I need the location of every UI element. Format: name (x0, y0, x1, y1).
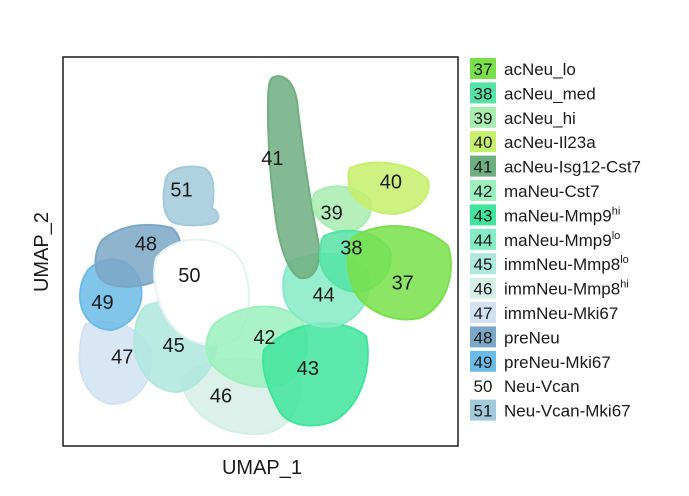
legend-label-48: preNeu (504, 328, 560, 347)
legend-item-43: 43 maNeu-Mmp9hi (470, 204, 620, 226)
cluster-label-41: 41 (261, 148, 283, 170)
legend-label-46: immNeu-Mmp8hi (504, 279, 629, 299)
legend-label-49: preNeu-Mki67 (504, 353, 611, 372)
legend-item-49: 49 preNeu-Mki67 (470, 350, 611, 372)
cluster-label-42: 42 (253, 327, 275, 349)
legend-swatch-41 (470, 155, 496, 177)
legend-swatch-47 (470, 302, 496, 323)
cluster-cloud-41 (266, 75, 321, 280)
cluster-label-51: 51 (170, 179, 192, 201)
cluster-label-39: 39 (320, 203, 342, 225)
legend-swatch-45 (470, 253, 496, 275)
legend-swatch-43 (470, 204, 496, 226)
legend-number-41: 41 (474, 158, 493, 177)
legend-label-37: acNeu_lo (504, 60, 576, 79)
legend-item-44: 44 maNeu-Mmp9lo (470, 228, 620, 250)
cluster-clouds (78, 75, 452, 436)
legend-label-43: maNeu-Mmp9hi (504, 205, 620, 225)
cluster-labels: 37 38 39 40 41 42 43 44 45 46 47 48 49 50 51 (91, 148, 413, 407)
cluster-cloud-51 (162, 165, 220, 227)
legend-number-51: 51 (474, 402, 493, 421)
legend-label-39: acNeu_hi (504, 109, 576, 128)
legend-swatch-50 (470, 375, 496, 397)
legend-swatch-49 (470, 350, 496, 372)
legend-label-42: maNeu-Cst7 (504, 182, 599, 201)
legend-label-44: maNeu-Mmp9lo (504, 230, 620, 250)
plot-frame (62, 56, 459, 447)
cluster-label-37: 37 (392, 273, 414, 295)
cluster-label-43: 43 (297, 358, 319, 380)
legend-number-40: 40 (474, 133, 493, 152)
legend-label-40: acNeu-Il23a (504, 133, 596, 152)
legend-item-45: 45 immNeu-Mmp8lo (470, 253, 629, 275)
legend-label-45: immNeu-Mmp8lo (504, 254, 629, 274)
legend-number-38: 38 (474, 84, 493, 103)
cluster-label-47: 47 (111, 347, 133, 369)
legend-swatch-48 (470, 326, 496, 348)
cluster-cloud-37 (346, 225, 452, 321)
legend-number-49: 49 (474, 353, 493, 372)
legend-label-41: acNeu-Isg12-Cst7 (504, 158, 641, 177)
legend-number-43: 43 (474, 206, 493, 225)
cluster-label-40: 40 (380, 171, 402, 193)
legend-label-38: acNeu_med (504, 84, 596, 103)
legend-number-44: 44 (474, 231, 493, 250)
y-axis-title: UMAP_2 (31, 212, 53, 292)
legend-item-37: 37 acNeu_lo (470, 58, 576, 79)
legend-item-50: 50 Neu-Vcan (470, 375, 580, 397)
legend-item-46: 46 immNeu-Mmp8hi (470, 277, 629, 299)
legend-swatch-42 (470, 180, 496, 201)
legend: 37 acNeu_lo 38 acNeu_med 39 acNeu_hi 40 acNeu-I… (470, 58, 641, 421)
legend-swatch-44 (470, 228, 496, 250)
x-axis-title: UMAP_1 (222, 457, 302, 479)
legend-swatch-37 (470, 58, 496, 79)
legend-item-41: 41 acNeu-Isg12-Cst7 (470, 155, 641, 177)
legend-swatch-38 (470, 82, 496, 104)
legend-number-46: 46 (474, 280, 493, 299)
legend-number-48: 48 (474, 328, 493, 347)
cluster-label-50: 50 (178, 265, 200, 287)
legend-swatch-39 (470, 106, 496, 128)
legend-item-40: 40 acNeu-Il23a (470, 131, 596, 153)
legend-swatch-46 (470, 277, 496, 299)
legend-swatch-51 (470, 399, 496, 421)
legend-number-37: 37 (474, 60, 493, 79)
cluster-label-46: 46 (210, 385, 232, 407)
cluster-label-45: 45 (162, 335, 184, 357)
legend-number-47: 47 (474, 304, 493, 323)
cluster-label-49: 49 (91, 292, 113, 314)
cluster-label-38: 38 (340, 238, 362, 260)
legend-number-50: 50 (474, 377, 493, 396)
plot-body: 37 38 39 40 41 42 43 44 45 46 47 48 49 50 51 (78, 75, 452, 436)
legend-label-47: immNeu-Mki67 (504, 304, 618, 323)
legend-item-38: 38 acNeu_med (470, 82, 596, 104)
legend-swatch-40 (470, 131, 496, 153)
legend-item-47: 47 immNeu-Mki67 (470, 302, 618, 323)
legend-item-42: 42 maNeu-Cst7 (470, 180, 599, 201)
legend-item-48: 48 preNeu (470, 326, 560, 348)
legend-label-50: Neu-Vcan (504, 377, 580, 396)
legend-item-39: 39 acNeu_hi (470, 106, 576, 128)
legend-number-39: 39 (474, 109, 493, 128)
cluster-label-44: 44 (313, 284, 335, 306)
cluster-cloud-40 (347, 161, 430, 216)
legend-number-45: 45 (474, 255, 493, 274)
legend-item-51: 51 Neu-Vcan-Mki67 (470, 399, 631, 421)
legend-number-42: 42 (474, 182, 493, 201)
cluster-label-48: 48 (135, 234, 157, 256)
legend-label-51: Neu-Vcan-Mki67 (504, 402, 631, 421)
